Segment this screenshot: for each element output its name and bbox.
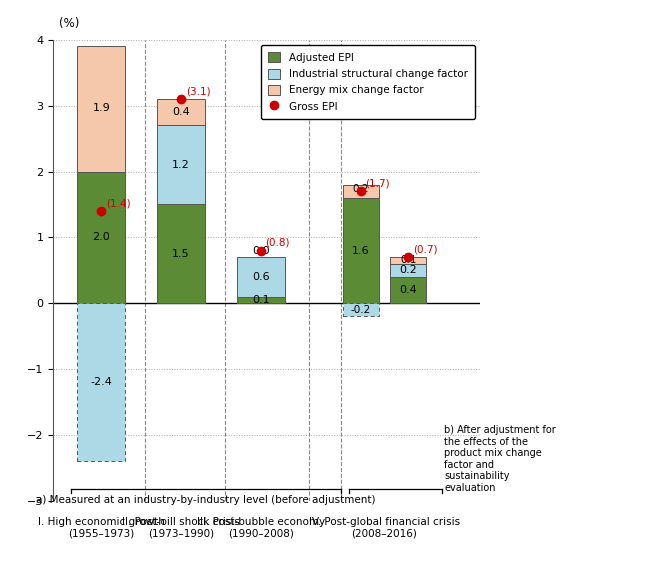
Bar [343, 198, 378, 303]
Bar [390, 263, 426, 277]
Text: -0.2: -0.2 [350, 305, 371, 315]
Bar [390, 257, 426, 263]
Bar [77, 171, 125, 303]
Text: (%): (%) [59, 17, 80, 30]
Text: b) After adjustment for
the effects of the
product mix change
factor and
sustain: b) After adjustment for the effects of t… [444, 425, 556, 493]
Bar [237, 257, 285, 296]
Text: IV. Post-global financial crisis
(2008–2016): IV. Post-global financial crisis (2008–2… [309, 517, 460, 539]
Bar [157, 99, 205, 125]
Text: 1.6: 1.6 [352, 245, 370, 255]
Text: 0.1: 0.1 [400, 255, 417, 265]
Bar [390, 277, 426, 303]
Text: -2.4: -2.4 [90, 377, 112, 387]
Text: I. High economic growth
(1955–1973): I. High economic growth (1955–1973) [38, 517, 165, 539]
Text: 0.4: 0.4 [172, 107, 190, 117]
Text: 1.5: 1.5 [172, 249, 190, 259]
Bar [237, 296, 285, 303]
Text: (0.8): (0.8) [265, 238, 290, 248]
Text: 1.9: 1.9 [92, 102, 110, 113]
Text: 0.4: 0.4 [400, 285, 418, 295]
Text: (0.7): (0.7) [414, 245, 438, 254]
Bar [157, 125, 205, 204]
Text: (3.1): (3.1) [186, 86, 210, 97]
Text: (1.4): (1.4) [106, 199, 131, 208]
Bar [343, 185, 378, 198]
Text: II. Post-oill shock crisis
(1973–1990): II. Post-oill shock crisis (1973–1990) [122, 517, 240, 539]
Text: 0.0: 0.0 [252, 246, 269, 256]
Text: 1.2: 1.2 [172, 160, 190, 170]
Text: (1.7): (1.7) [366, 179, 390, 189]
Text: 0.6: 0.6 [252, 272, 269, 282]
Bar [157, 204, 205, 303]
Bar [343, 303, 378, 316]
Text: 2.0: 2.0 [92, 232, 110, 242]
Text: 0.2: 0.2 [400, 265, 418, 275]
Text: 0.2: 0.2 [352, 184, 369, 194]
Legend: Adjusted EPI, Industrial structural change factor, Energy mix change factor, Gro: Adjusted EPI, Industrial structural chan… [261, 45, 475, 119]
Bar [77, 303, 125, 461]
Text: 0.1: 0.1 [252, 295, 269, 305]
Bar [77, 47, 125, 171]
Text: III. Post-bubble economy
(1990–2008): III. Post-bubble economy (1990–2008) [197, 517, 325, 539]
Text: a) Measured at an industry-by-industry level (before adjustment): a) Measured at an industry-by-industry l… [36, 496, 376, 505]
